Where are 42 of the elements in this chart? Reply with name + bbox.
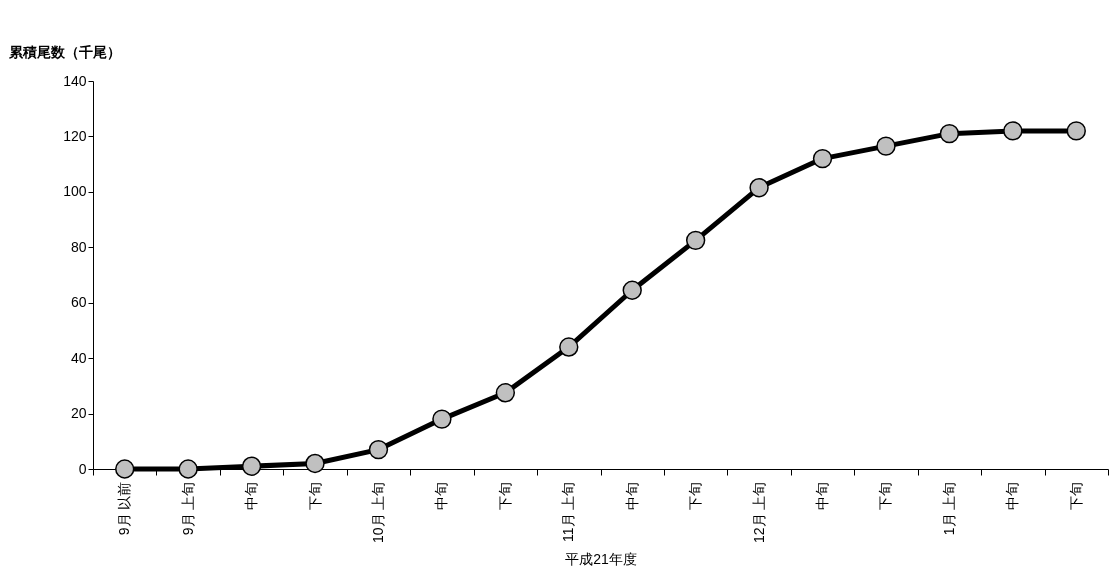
x-tick-label: 9月 上旬 — [179, 481, 196, 536]
x-tick-label: 中旬 — [1004, 481, 1021, 510]
point — [749, 178, 769, 198]
x-tick-label: 下旬 — [306, 481, 323, 510]
point — [559, 337, 579, 357]
y-tick-label: 100 — [63, 183, 87, 200]
y-tick-label: 120 — [63, 127, 87, 144]
point — [812, 148, 833, 169]
y-tick-label: 0 — [78, 460, 87, 477]
point — [178, 459, 198, 479]
x-tick-label: 9月 以前 — [116, 481, 133, 536]
y-tick-label: 40 — [70, 349, 87, 366]
point — [939, 123, 960, 144]
x-tick-label: 11月 上旬 — [560, 481, 577, 542]
x-tick-label: 中旬 — [243, 481, 260, 510]
x-tick-label: 下旬 — [687, 481, 704, 510]
x-tick-label: 10月 上旬 — [369, 481, 386, 543]
point — [368, 439, 389, 460]
x-tick-label: 下旬 — [1067, 481, 1084, 510]
point — [1003, 121, 1023, 141]
point — [622, 280, 642, 300]
y-tick-label: 80 — [70, 238, 87, 255]
x-axis-title: 平成21年度 — [565, 550, 637, 567]
x-tick-label: 中旬 — [623, 481, 640, 510]
point — [495, 383, 516, 403]
x-tick-label: 下旬 — [877, 481, 894, 510]
x-tick-label: 12月 上旬 — [750, 481, 767, 543]
x-tick-label: 1月 上旬 — [940, 481, 957, 536]
y-tick-label: 20 — [70, 405, 87, 422]
point — [685, 230, 706, 251]
x-tick-label: 下旬 — [496, 481, 513, 510]
y-tick-label: 140 — [63, 72, 87, 89]
point — [241, 456, 262, 476]
point — [115, 459, 135, 479]
y-tick-label: 60 — [70, 294, 87, 311]
x-tick-label: 中旬 — [814, 481, 831, 510]
point — [876, 136, 896, 156]
point — [305, 453, 325, 474]
point — [1066, 121, 1086, 141]
x-tick-label: 中旬 — [433, 481, 450, 510]
point — [432, 409, 452, 429]
y-axis-title: 累積尾数（千尾） — [7, 43, 121, 60]
